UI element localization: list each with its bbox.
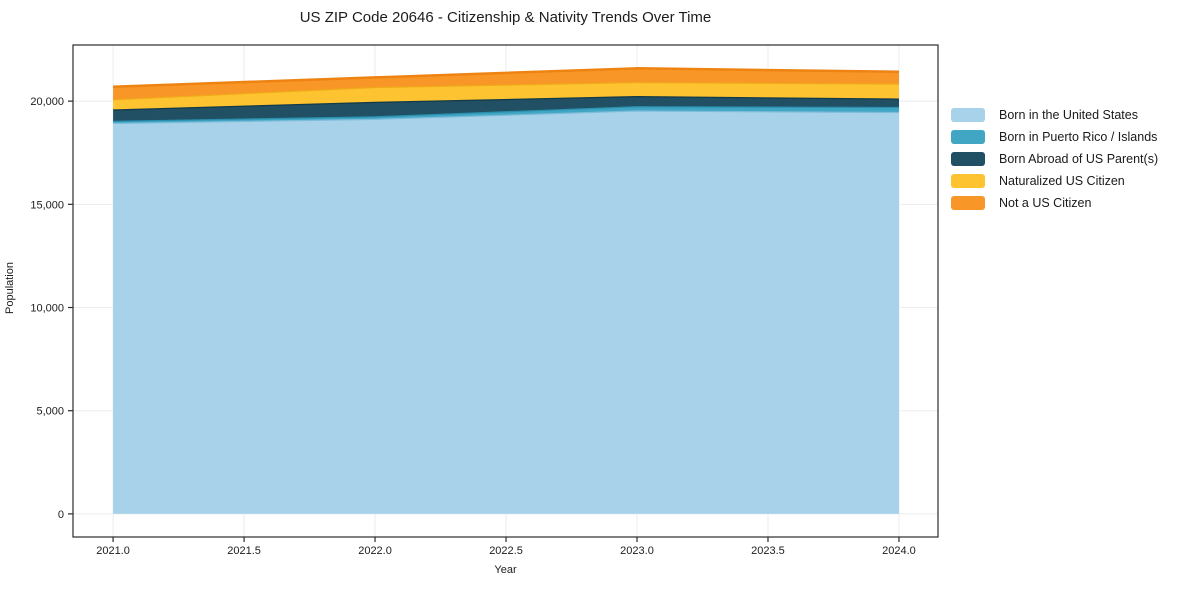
y-tick-label: 20,000 [30,96,64,108]
area-band-1 [113,106,900,123]
legend-label: Born in Puerto Rico / Islands [999,130,1158,144]
area-band-2 [113,96,900,121]
legend-swatch-born-abroad [951,152,985,166]
y-tick-label: 15,000 [30,199,64,211]
x-tick-label: 2024.0 [882,545,916,557]
legend-item: Born in Puerto Rico / Islands [951,126,1158,148]
legend-label: Born in the United States [999,108,1138,122]
area-topline-4 [113,67,900,88]
legend-swatch-naturalized [951,174,985,188]
legend-swatch-not-citizen [951,196,985,210]
legend-item: Not a US Citizen [951,192,1158,214]
x-tick-label: 2021.0 [96,545,130,557]
area-band-4 [113,68,900,100]
y-tick-label: 10,000 [30,303,64,315]
x-tick-label: 2021.5 [227,545,261,557]
x-tick-label: 2023.0 [620,545,654,557]
x-tick-label: 2023.5 [751,545,785,557]
chart-title: US ZIP Code 20646 - Citizenship & Nativi… [299,9,712,26]
y-axis-label: Population [4,262,16,314]
x-tick-label: 2022.5 [489,545,523,557]
legend-label: Naturalized US Citizen [999,174,1125,188]
legend-label: Not a US Citizen [999,196,1092,210]
legend-swatch-born-us [951,108,985,122]
legend-item: Naturalized US Citizen [951,170,1158,192]
y-tick-label: 5,000 [36,406,64,418]
x-axis-label: Year [494,564,517,576]
legend-item: Born in the United States [951,104,1158,126]
legend: Born in the United States Born in Puerto… [951,104,1158,214]
area-band-0 [113,110,900,514]
legend-swatch-born-pr [951,130,985,144]
legend-item: Born Abroad of US Parent(s) [951,148,1158,170]
y-tick-label: 0 [58,509,64,521]
legend-label: Born Abroad of US Parent(s) [999,152,1159,166]
area-band-3 [113,81,900,110]
x-tick-label: 2022.0 [358,545,392,557]
